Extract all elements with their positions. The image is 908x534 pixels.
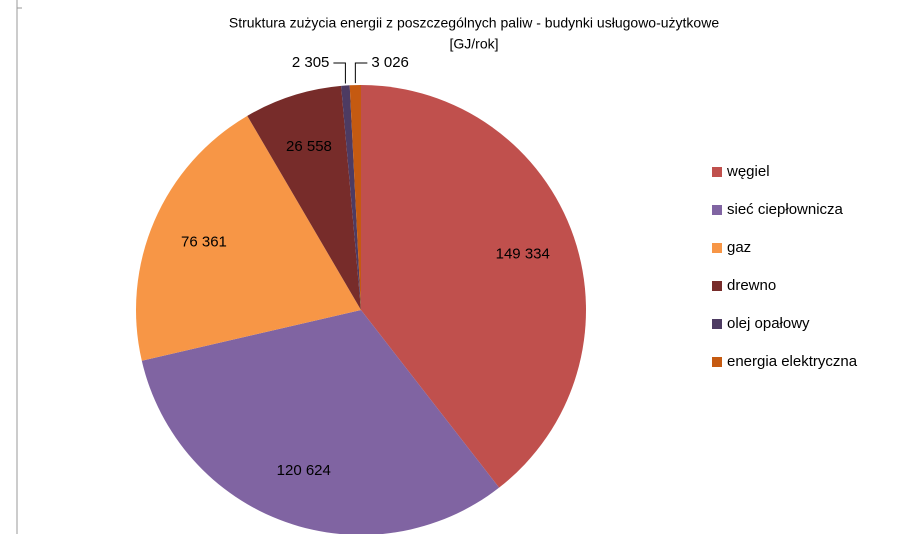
data-label: 120 624 <box>277 462 331 479</box>
pie-slice <box>349 85 361 310</box>
legend-swatch <box>712 205 722 215</box>
legend-swatch <box>712 243 722 253</box>
legend-label: gaz <box>727 239 751 256</box>
pie-slice <box>341 85 361 311</box>
legend-label: drewno <box>727 277 776 294</box>
leader-line <box>354 62 368 84</box>
data-label: 26 558 <box>286 138 332 155</box>
pie-slice <box>247 85 361 310</box>
data-label: 3 026 <box>371 54 409 71</box>
legend-label: sieć ciepłownicza <box>727 201 844 218</box>
pie-slice <box>141 310 500 534</box>
legend-label: węgiel <box>726 163 770 180</box>
frame-edge <box>16 0 22 534</box>
chart-subtitle: [GJ/rok] <box>449 36 498 52</box>
leader-line <box>333 62 346 84</box>
pie-slice <box>136 115 361 361</box>
legend-label: olej opałowy <box>727 315 810 332</box>
legend-label: energia elektryczna <box>727 353 858 370</box>
pie-slice <box>361 85 586 488</box>
data-label: 76 361 <box>181 233 227 250</box>
data-label: 2 305 <box>292 54 330 71</box>
legend-swatch <box>712 357 722 367</box>
chart-title: Struktura zużycia energii z poszczególny… <box>229 15 719 31</box>
legend-swatch <box>712 167 722 177</box>
legend-swatch <box>712 281 722 291</box>
data-label: 149 334 <box>496 246 550 263</box>
legend-swatch <box>712 319 722 329</box>
